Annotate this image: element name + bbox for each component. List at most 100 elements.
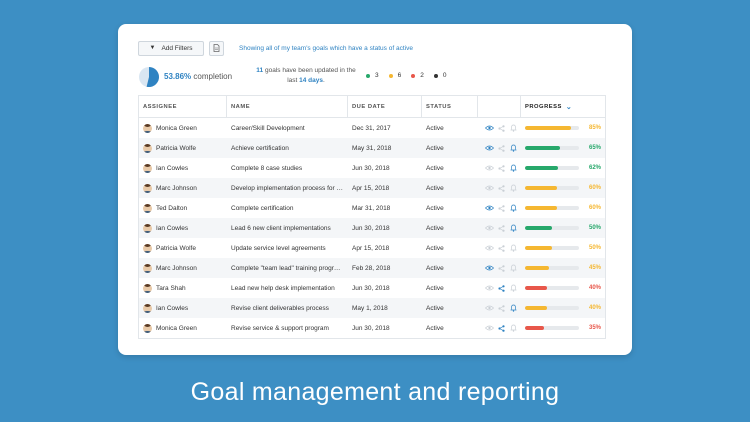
eye-icon[interactable] <box>485 243 495 253</box>
share-icon[interactable] <box>497 323 507 333</box>
table-row[interactable]: Ted Dalton Complete certification Mar 31… <box>139 198 605 218</box>
bell-icon[interactable] <box>509 243 519 253</box>
goal-name-cell[interactable]: Career/Skill Development <box>227 118 348 138</box>
actions-cell <box>478 118 521 138</box>
table-row[interactable]: Ian Cowles Complete 8 case studies Jun 3… <box>139 158 605 178</box>
table-row[interactable]: Patricia Wolfe Achieve certification May… <box>139 138 605 158</box>
table-row[interactable]: Ian Cowles Lead 6 new client implementat… <box>139 218 605 238</box>
share-icon[interactable] <box>497 143 507 153</box>
avatar <box>143 123 152 133</box>
status-dot <box>433 73 438 78</box>
eye-icon[interactable] <box>485 283 495 293</box>
table-row[interactable]: Monica Green Revise service & support pr… <box>139 318 605 338</box>
share-icon[interactable] <box>497 303 507 313</box>
goal-name-cell[interactable]: Complete 8 case studies <box>227 158 348 178</box>
add-filters-label: Add Filters <box>161 44 193 52</box>
filter-description-link[interactable]: Showing all of my team's goals which hav… <box>239 44 413 52</box>
status-cell: Active <box>422 218 478 238</box>
table-row[interactable]: Marc Johnson Develop implementation proc… <box>139 178 605 198</box>
add-filters-button[interactable]: ▼ Add Filters <box>138 40 204 56</box>
assignee-cell[interactable]: Ted Dalton <box>139 198 227 218</box>
column-header-progress[interactable]: PROGRESS ⌄ <box>521 96 605 117</box>
assignee-cell[interactable]: Ian Cowles <box>139 298 227 318</box>
document-icon <box>213 44 220 52</box>
progress-percent: 62% <box>589 165 602 171</box>
table-row[interactable]: Marc Johnson Complete "team lead" traini… <box>139 258 605 278</box>
share-icon[interactable] <box>497 283 507 293</box>
goal-name-cell[interactable]: Lead new help desk implementation <box>227 278 348 298</box>
bell-icon[interactable] <box>509 183 519 193</box>
due-date: Apr 15, 2018 <box>352 184 390 192</box>
status-text: Active <box>426 264 444 272</box>
actions-cell <box>478 158 521 178</box>
goal-name-cell[interactable]: Revise client deliverables process <box>227 298 348 318</box>
goal-name-cell[interactable]: Develop implementation process for … <box>227 178 348 198</box>
bell-icon[interactable] <box>509 143 519 153</box>
export-button[interactable] <box>209 40 224 56</box>
bell-icon[interactable] <box>509 323 519 333</box>
bell-icon[interactable] <box>509 283 519 293</box>
column-header-status[interactable]: STATUS <box>422 96 478 117</box>
avatar <box>143 223 152 233</box>
actions-cell <box>478 198 521 218</box>
eye-icon[interactable] <box>485 123 495 133</box>
status-text: Active <box>426 304 444 312</box>
eye-icon[interactable] <box>485 263 495 273</box>
actions-cell <box>478 278 521 298</box>
share-icon[interactable] <box>497 163 507 173</box>
toolbar: ▼ Add Filters Showing all of my team's g… <box>138 40 413 56</box>
share-icon[interactable] <box>497 263 507 273</box>
goal-name: Complete certification <box>231 204 294 212</box>
eye-icon[interactable] <box>485 163 495 173</box>
eye-icon[interactable] <box>485 323 495 333</box>
bell-icon[interactable] <box>509 163 519 173</box>
eye-icon[interactable] <box>485 143 495 153</box>
eye-icon[interactable] <box>485 223 495 233</box>
goal-name: Complete "team lead" training progr… <box>231 264 341 272</box>
goal-name-cell[interactable]: Revise service & support program <box>227 318 348 338</box>
assignee-cell[interactable]: Patricia Wolfe <box>139 138 227 158</box>
assignee-cell[interactable]: Monica Green <box>139 318 227 338</box>
progress-bar <box>525 206 579 210</box>
share-icon[interactable] <box>497 123 507 133</box>
status-text: Active <box>426 204 444 212</box>
assignee-cell[interactable]: Marc Johnson <box>139 258 227 278</box>
column-header-name[interactable]: NAME <box>227 96 348 117</box>
bell-icon[interactable] <box>509 223 519 233</box>
goal-name-cell[interactable]: Complete certification <box>227 198 348 218</box>
goal-name-cell[interactable]: Complete "team lead" training progr… <box>227 258 348 278</box>
goal-name-cell[interactable]: Update service level agreements <box>227 238 348 258</box>
eye-icon[interactable] <box>485 203 495 213</box>
share-icon[interactable] <box>497 183 507 193</box>
assignee-cell[interactable]: Patricia Wolfe <box>139 238 227 258</box>
completion-text: 53.86% completion <box>164 72 232 81</box>
updated-period: . <box>322 77 325 84</box>
due-date-cell: Dec 31, 2017 <box>348 118 422 138</box>
table-row[interactable]: Tara Shah Lead new help desk implementat… <box>139 278 605 298</box>
bell-icon[interactable] <box>509 263 519 273</box>
table-row[interactable]: Ian Cowles Revise client deliverables pr… <box>139 298 605 318</box>
actions-cell <box>478 238 521 258</box>
bell-icon[interactable] <box>509 303 519 313</box>
progress-bar-fill <box>525 246 552 250</box>
column-header-assignee[interactable]: ASSIGNEE <box>139 96 227 117</box>
goal-name-cell[interactable]: Achieve certification <box>227 138 348 158</box>
share-icon[interactable] <box>497 243 507 253</box>
assignee-cell[interactable]: Ian Cowles <box>139 218 227 238</box>
assignee-cell[interactable]: Monica Green <box>139 118 227 138</box>
bell-icon[interactable] <box>509 123 519 133</box>
assignee-cell[interactable]: Marc Johnson <box>139 178 227 198</box>
table-row[interactable]: Monica Green Career/Skill Development De… <box>139 118 605 138</box>
bell-icon[interactable] <box>509 203 519 213</box>
goal-name: Develop implementation process for … <box>231 184 343 192</box>
column-header-due-date[interactable]: DUE DATE <box>348 96 422 117</box>
eye-icon[interactable] <box>485 183 495 193</box>
share-icon[interactable] <box>497 223 507 233</box>
goal-name-cell[interactable]: Lead 6 new client implementations <box>227 218 348 238</box>
eye-icon[interactable] <box>485 303 495 313</box>
share-icon[interactable] <box>497 203 507 213</box>
assignee-cell[interactable]: Ian Cowles <box>139 158 227 178</box>
progress-cell: 62% <box>521 158 605 178</box>
table-row[interactable]: Patricia Wolfe Update service level agre… <box>139 238 605 258</box>
assignee-cell[interactable]: Tara Shah <box>139 278 227 298</box>
